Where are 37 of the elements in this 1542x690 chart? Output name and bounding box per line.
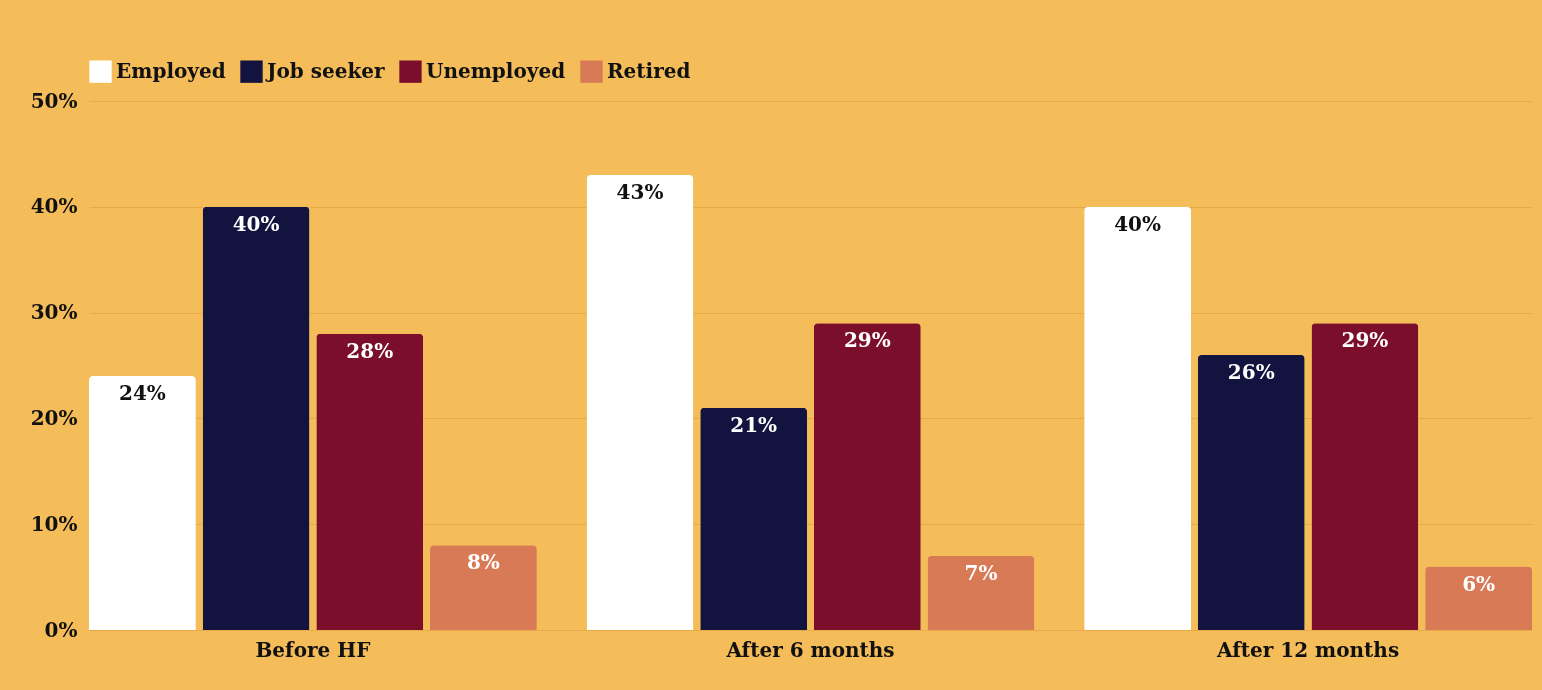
data-label: 26%	[1227, 359, 1275, 384]
legend-label: Job seeker	[265, 58, 386, 83]
data-label: 29%	[843, 328, 891, 353]
data-label: 40%	[232, 211, 280, 236]
data-label: 7%	[964, 560, 998, 585]
data-label: 24%	[119, 381, 166, 406]
bar	[1197, 354, 1305, 630]
data-label: 21%	[730, 412, 778, 437]
x-tick-label: Before HF	[255, 637, 371, 662]
data-label: 28%	[346, 338, 394, 363]
data-label: 40%	[1114, 211, 1162, 236]
y-tick-label: 40%	[30, 194, 78, 219]
bar	[202, 206, 310, 630]
data-label: 43%	[616, 180, 664, 205]
data-label: 6%	[1462, 571, 1496, 596]
data-label: 29%	[1341, 328, 1389, 353]
y-tick-label: 30%	[30, 300, 78, 325]
x-tick-label: After 12 months	[1216, 637, 1400, 662]
bar	[316, 333, 424, 630]
legend-label: Retired	[607, 58, 691, 83]
y-tick-label: 10%	[30, 511, 78, 536]
y-tick-label: 0%	[44, 617, 78, 642]
bar	[813, 323, 921, 630]
bar	[927, 555, 1035, 630]
bar	[700, 407, 808, 630]
bar	[1084, 206, 1192, 630]
bar	[429, 545, 537, 630]
bar	[1425, 566, 1532, 630]
bar	[89, 376, 196, 630]
legend-label: Unemployed	[426, 58, 566, 83]
legend-label: Employed	[116, 58, 226, 83]
bar	[586, 175, 694, 630]
y-tick-label: 50%	[30, 88, 78, 113]
data-label: 8%	[466, 550, 500, 575]
x-tick-label: After 6 months	[725, 637, 895, 662]
y-tick-label: 20%	[30, 405, 78, 430]
bar	[1311, 323, 1419, 630]
